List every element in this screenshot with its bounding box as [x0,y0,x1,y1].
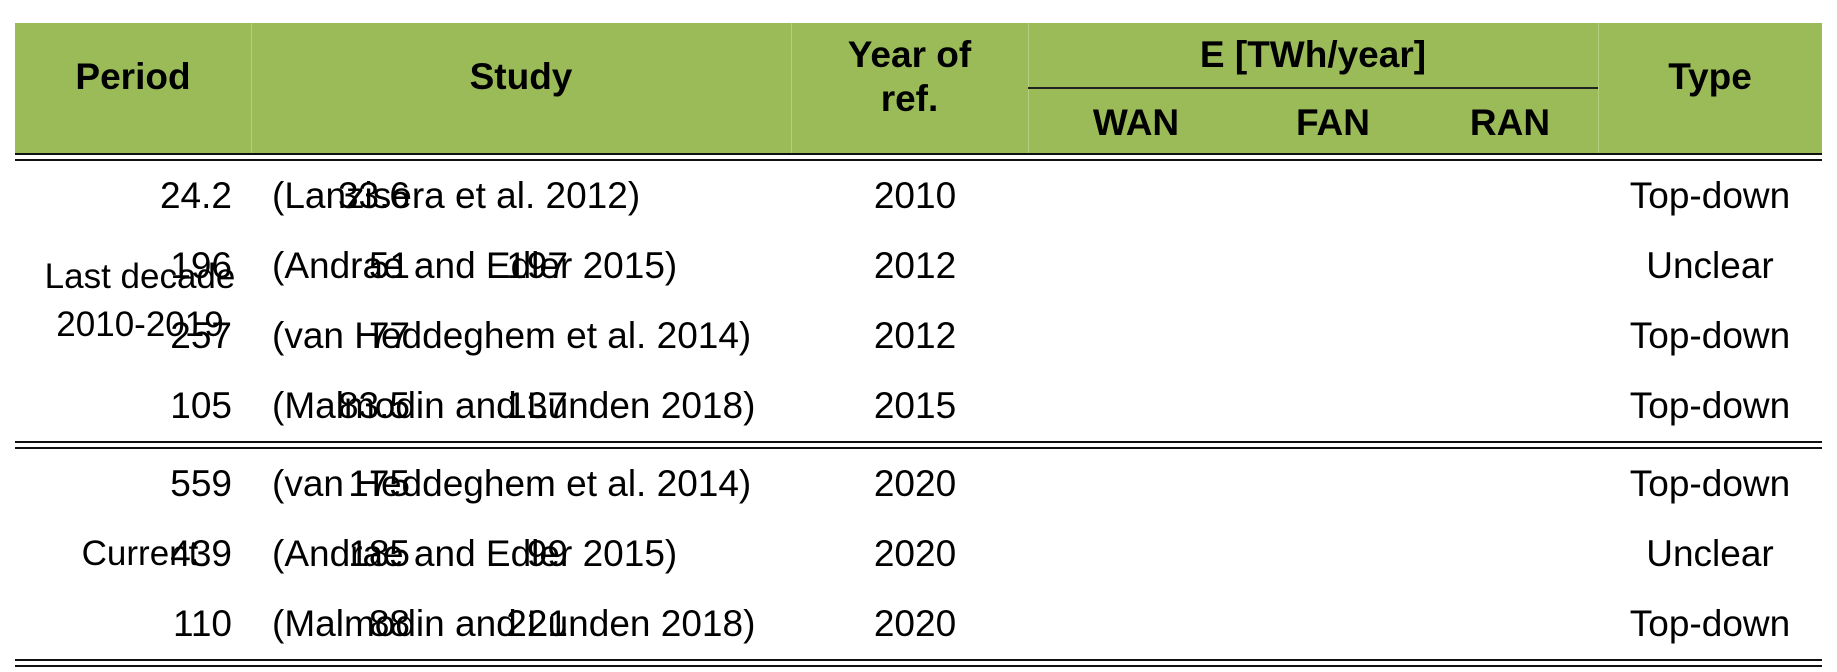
study-cell: (Malmodin and Lunden 2018) [272,603,756,644]
fan-cell: 83.5 [337,385,410,426]
table-row: (van Heddeghem et al. 2014) 2020 559 175… [15,449,1822,519]
year-cell: 2020 [873,533,957,574]
fan-cell: 185 [348,533,410,574]
energy-table: Period Study Year of ref. E [TWh/year] W… [15,23,1822,667]
year-cell: 2010 [873,175,957,216]
ran-cell: 197 [506,245,568,286]
header-fan: FAN [1296,102,1370,143]
wan-cell: 196 [170,245,232,286]
header-type: Type [1668,56,1752,97]
header-energy: E [TWh/year] [1199,34,1427,75]
study-cell: (van Heddeghem et al. 2014) [272,315,752,356]
wan-cell: 559 [170,463,232,504]
energy-underline [1028,87,1598,89]
study-cell: (Andrae and Edler 2015) [272,533,678,574]
header-ran: RAN [1469,102,1551,143]
study-cell: (Malmodin and Lunden 2018) [272,385,756,426]
period-label: Last decade 2010-2019 [15,253,265,349]
header-year-line1: Year of [847,34,972,75]
fan-cell: 88 [368,603,410,644]
study-cell: (Andrae and Edler 2015) [272,245,678,286]
period-label: Current [15,530,265,578]
wan-cell: 110 [173,603,232,644]
fan-cell: 51 [368,245,410,286]
table-row: (Lanzisera et al. 2012) 2010 24.2 33.6 T… [15,161,1822,231]
table-row: (Malmodin and Lunden 2018) 2015 105 83.5… [15,371,1822,441]
header-year-line2: ref. [880,78,939,119]
wan-cell: 105 [170,385,232,426]
header-divider [251,23,252,153]
period-line1: Current [81,534,199,573]
table-row: (Andrae and Edler 2015) 2020 439 185 99 … [15,519,1822,589]
table-row: (van Heddeghem et al. 2014) 2012 257 77 … [15,301,1822,371]
header-divider [791,23,792,153]
wan-cell: 24.2 [159,175,232,216]
type-cell: Top-down [1629,315,1791,356]
period-line2: 2010-2019 [56,305,224,344]
double-rule [15,659,1822,667]
year-cell: 2015 [873,385,957,426]
year-cell: 2012 [873,315,957,356]
fan-cell: 175 [348,463,410,504]
type-cell: Unclear [1646,533,1774,574]
type-cell: Top-down [1629,385,1791,426]
year-cell: 2020 [873,603,957,644]
header-study: Study [469,56,573,97]
period-line1: Last decade [44,257,236,296]
type-cell: Top-down [1629,175,1791,216]
fan-cell: 77 [368,315,410,356]
study-cell: (Lanzisera et al. 2012) [272,175,641,216]
header-divider [1598,23,1599,153]
year-cell: 2020 [873,463,957,504]
double-rule [15,153,1822,161]
study-cell: (van Heddeghem et al. 2014) [272,463,752,504]
table-row: (Andrae and Edler 2015) 2012 196 51 197 … [15,231,1822,301]
table-row: (Malmodin and Lunden 2018) 2020 110 88 2… [15,589,1822,659]
ran-cell: 99 [526,533,568,574]
ran-cell: 221 [506,603,568,644]
type-cell: Top-down [1629,603,1791,644]
wan-cell: 257 [170,315,232,356]
double-rule [15,441,1822,449]
header-wan: WAN [1092,102,1180,143]
ran-cell: 137 [506,385,568,426]
year-cell: 2012 [873,245,957,286]
header-period: Period [75,56,191,97]
type-cell: Unclear [1646,245,1774,286]
type-cell: Top-down [1629,463,1791,504]
fan-cell: 33.6 [337,175,410,216]
table-header: Period Study Year of ref. E [TWh/year] W… [15,23,1822,153]
group-last-decade: Last decade 2010-2019 (Lanzisera et al. … [15,161,1822,441]
group-current: Current (van Heddeghem et al. 2014) 2020… [15,449,1822,659]
wan-cell: 439 [170,533,232,574]
